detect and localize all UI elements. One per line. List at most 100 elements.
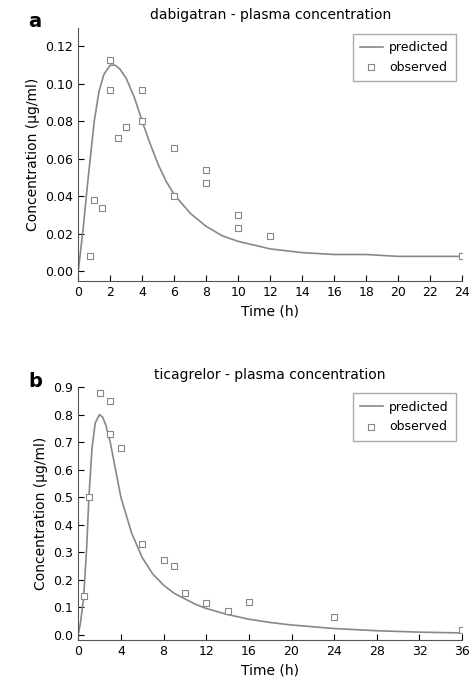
predicted xyxy=(96,87,102,95)
observed xyxy=(181,588,189,599)
observed xyxy=(106,395,114,406)
predicted xyxy=(91,117,97,125)
predicted xyxy=(331,624,337,632)
predicted xyxy=(219,232,225,240)
Legend: predicted, observed: predicted, observed xyxy=(353,34,456,81)
observed xyxy=(458,625,466,636)
predicted xyxy=(139,117,145,125)
predicted xyxy=(164,177,169,185)
predicted xyxy=(267,245,273,253)
observed xyxy=(85,491,92,502)
predicted xyxy=(246,615,252,623)
observed xyxy=(202,178,210,189)
observed xyxy=(234,223,242,234)
observed xyxy=(170,191,178,202)
predicted xyxy=(374,626,380,635)
predicted xyxy=(81,594,86,603)
Line: predicted: predicted xyxy=(78,415,462,635)
predicted xyxy=(459,629,465,637)
predicted xyxy=(161,581,166,589)
observed xyxy=(138,84,146,95)
predicted xyxy=(117,65,123,73)
predicted xyxy=(77,619,83,628)
Title: ticagrelor - plasma concentration: ticagrelor - plasma concentration xyxy=(155,367,386,382)
observed xyxy=(458,251,466,262)
predicted xyxy=(251,241,257,249)
observed xyxy=(170,142,178,153)
Title: dabigatran - plasma concentration: dabigatran - plasma concentration xyxy=(150,8,391,22)
observed xyxy=(170,561,178,572)
Y-axis label: Concentration (μg/ml): Concentration (μg/ml) xyxy=(26,78,40,231)
X-axis label: Time (h): Time (h) xyxy=(241,664,299,677)
predicted xyxy=(427,252,433,260)
observed xyxy=(234,210,242,221)
predicted xyxy=(331,251,337,259)
observed xyxy=(99,202,106,213)
predicted xyxy=(155,161,161,169)
Line: predicted: predicted xyxy=(78,65,462,271)
observed xyxy=(114,133,122,144)
observed xyxy=(106,428,114,439)
predicted xyxy=(267,619,273,627)
predicted xyxy=(85,177,91,185)
predicted xyxy=(123,74,129,82)
predicted xyxy=(75,267,81,275)
predicted xyxy=(103,421,109,430)
predicted xyxy=(289,621,294,629)
predicted xyxy=(100,413,106,421)
observed xyxy=(117,442,125,453)
observed xyxy=(138,116,146,127)
predicted xyxy=(363,251,369,259)
predicted xyxy=(118,493,124,501)
observed xyxy=(202,165,210,176)
predicted xyxy=(107,61,113,69)
observed xyxy=(245,596,253,607)
predicted xyxy=(131,93,137,101)
Legend: predicted, observed: predicted, observed xyxy=(353,393,456,441)
predicted xyxy=(84,543,90,551)
predicted xyxy=(299,248,305,257)
predicted xyxy=(171,589,177,597)
Text: b: b xyxy=(28,372,42,391)
Text: a: a xyxy=(28,12,41,32)
predicted xyxy=(417,628,422,636)
predicted xyxy=(235,237,241,246)
observed xyxy=(224,606,231,617)
predicted xyxy=(128,529,135,537)
predicted xyxy=(150,570,155,579)
observed xyxy=(202,597,210,608)
predicted xyxy=(92,419,98,427)
predicted xyxy=(89,444,95,452)
X-axis label: Time (h): Time (h) xyxy=(241,304,299,318)
predicted xyxy=(459,252,465,260)
predicted xyxy=(225,610,230,619)
observed xyxy=(91,194,98,206)
observed xyxy=(266,230,274,242)
predicted xyxy=(86,493,91,501)
predicted xyxy=(139,554,145,562)
observed xyxy=(80,590,87,601)
observed xyxy=(330,611,338,622)
observed xyxy=(138,538,146,549)
predicted xyxy=(113,466,118,474)
predicted xyxy=(75,630,81,639)
predicted xyxy=(101,71,107,79)
observed xyxy=(106,84,114,95)
observed xyxy=(122,122,130,133)
predicted xyxy=(112,61,118,69)
predicted xyxy=(107,438,113,446)
predicted xyxy=(147,140,153,148)
observed xyxy=(160,555,167,566)
Y-axis label: Concentration (μg/ml): Concentration (μg/ml) xyxy=(34,437,48,590)
observed xyxy=(86,251,94,262)
predicted xyxy=(203,222,209,230)
observed xyxy=(96,387,103,398)
predicted xyxy=(395,252,401,260)
predicted xyxy=(171,190,177,199)
predicted xyxy=(97,410,102,419)
predicted xyxy=(203,604,209,612)
predicted xyxy=(182,594,188,603)
observed xyxy=(122,122,130,133)
predicted xyxy=(187,209,193,217)
observed xyxy=(106,54,114,65)
